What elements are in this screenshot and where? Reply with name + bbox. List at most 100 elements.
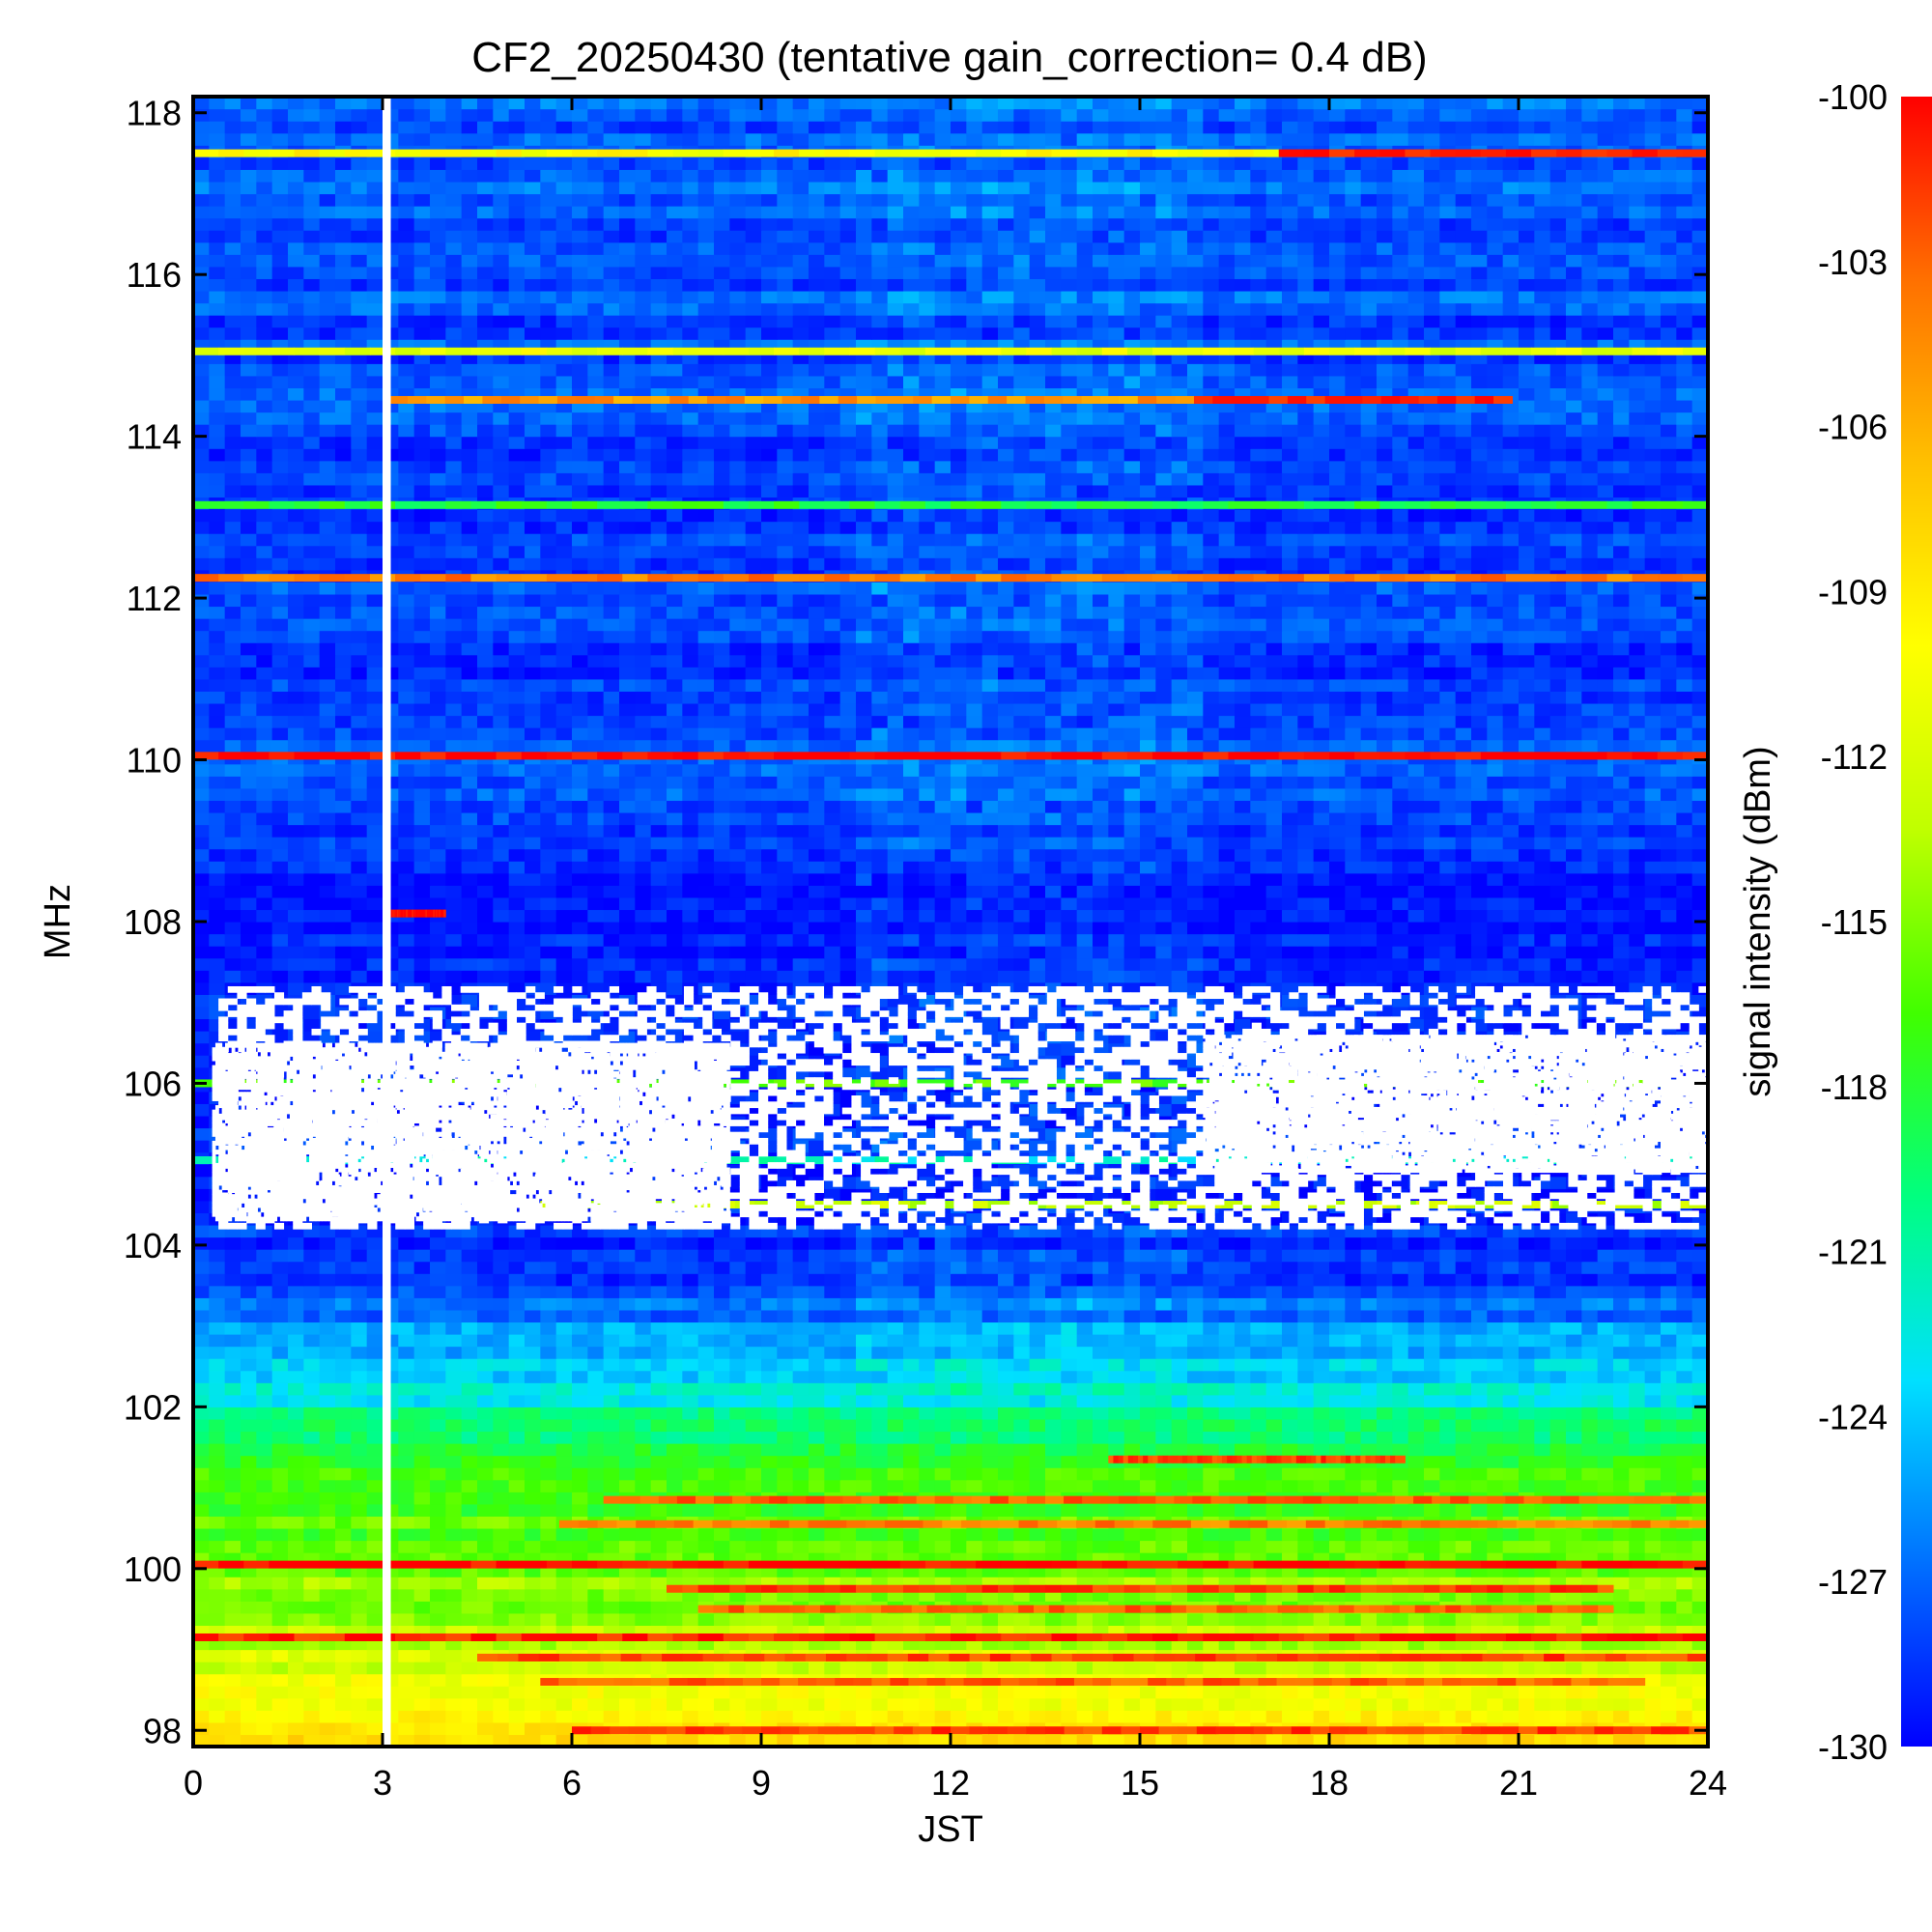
heatmap-cell [714, 1686, 730, 1698]
heatmap-cell [919, 1698, 935, 1711]
heatmap-cell [288, 1710, 304, 1722]
heatmap-cell [525, 1674, 541, 1687]
heatmap-cell [493, 1674, 509, 1687]
heatmap-cell [1613, 1662, 1630, 1674]
heatmap-cell [256, 1650, 272, 1662]
heatmap-cell [367, 1698, 384, 1711]
heatmap-cell [1361, 1710, 1378, 1722]
heatmap-cell [777, 1686, 793, 1698]
heatmap-cell [1250, 1710, 1266, 1722]
heatmap-cell [1534, 1662, 1550, 1674]
heatmap-cell [1361, 1613, 1378, 1626]
heatmap-cell [903, 1613, 920, 1626]
heatmap-cell [698, 1613, 715, 1626]
heatmap-cell [303, 1698, 320, 1711]
heatmap-cell [1297, 1698, 1314, 1711]
heatmap-cell [1534, 1698, 1550, 1711]
heatmap-cell [509, 1577, 526, 1589]
heatmap-cell [1077, 1613, 1094, 1626]
heatmap-cell [635, 1613, 651, 1626]
heatmap-cell [856, 1662, 872, 1674]
heatmap-cell [1503, 1710, 1520, 1722]
heatmap-cell [1629, 1662, 1645, 1674]
heatmap-cell [241, 1601, 257, 1613]
heatmap-cell [935, 1698, 952, 1711]
heatmap-cell [1030, 1698, 1046, 1711]
heatmap-cell [556, 1722, 573, 1735]
heatmap-cell [1361, 1686, 1378, 1698]
heatmap-cell [1456, 1698, 1472, 1711]
heatmap-cell [1645, 1662, 1662, 1674]
heatmap-cell [951, 1613, 967, 1626]
heatmap-cell [540, 1662, 556, 1674]
heatmap-cell [619, 1613, 636, 1626]
heatmap-cell [1487, 1613, 1503, 1626]
heatmap-cell [1424, 1710, 1440, 1722]
heatmap-cell [351, 1662, 367, 1674]
heatmap-cell [572, 1710, 588, 1722]
heatmap-cell [651, 1589, 668, 1602]
heatmap-cell [871, 1662, 888, 1674]
heatmap-cell [1566, 1613, 1582, 1626]
heatmap-cell [1045, 1698, 1062, 1711]
heatmap-cell [288, 1662, 304, 1674]
heatmap-cell [1187, 1686, 1204, 1698]
heatmap-cell [1377, 1698, 1393, 1711]
heatmap-cell [998, 1613, 1014, 1626]
heatmap-cell [682, 1698, 698, 1711]
heatmap-cell [256, 1577, 272, 1589]
heatmap-cell [525, 1613, 541, 1626]
heatmap-cell [572, 1686, 588, 1698]
heatmap-cell [698, 1710, 715, 1722]
heatmap-cell [225, 1662, 242, 1674]
heatmap-cell [303, 1577, 320, 1589]
heatmap-cell [493, 1613, 509, 1626]
heatmap-cell [793, 1662, 810, 1674]
heatmap-cell [1519, 1698, 1535, 1711]
heatmap-cell [398, 1686, 414, 1698]
heatmap-cell [414, 1601, 431, 1613]
heatmap-cell [256, 1589, 272, 1602]
heatmap-cell [272, 1601, 289, 1613]
heatmap-cell [1093, 1710, 1109, 1722]
heatmap-cell [445, 1577, 462, 1589]
heatmap-cell [1566, 1698, 1582, 1711]
heatmap-cell [335, 1722, 352, 1735]
heatmap-cell [241, 1613, 257, 1626]
heatmap-cell [1613, 1710, 1630, 1722]
heatmap-cell [1219, 1662, 1236, 1674]
heatmap-cell [209, 1674, 225, 1687]
heatmap-cell [604, 1589, 620, 1602]
heatmap-cell [1140, 1662, 1156, 1674]
heatmap-cell [225, 1589, 242, 1602]
heatmap-cell [462, 1650, 478, 1662]
heatmap-cell [398, 1662, 414, 1674]
heatmap-cell [1598, 1662, 1614, 1674]
heatmap-cell [414, 1722, 431, 1735]
heatmap-cell [303, 1710, 320, 1722]
heatmap-cell [919, 1686, 935, 1698]
heatmap-cell [477, 1686, 494, 1698]
heatmap-cell [335, 1613, 352, 1626]
heatmap-cell [1377, 1686, 1393, 1698]
heatmap-cell [951, 1662, 967, 1674]
heatmap-cell [288, 1698, 304, 1711]
heatmap-cell [746, 1710, 762, 1722]
heatmap-cell [288, 1613, 304, 1626]
heatmap-cell [667, 1601, 683, 1613]
heatmap-cell [888, 1613, 904, 1626]
heatmap-cell [635, 1577, 651, 1589]
heatmap-cell [1439, 1686, 1456, 1698]
heatmap-cell [1613, 1601, 1630, 1613]
heatmap-cell [241, 1650, 257, 1662]
heatmap-cell [1676, 1662, 1692, 1674]
heatmap-cell [225, 1650, 242, 1662]
heatmap-cell [477, 1698, 494, 1711]
heatmap-cell [272, 1698, 289, 1711]
heatmap-cell [462, 1662, 478, 1674]
heatmap-cell [367, 1577, 384, 1589]
heatmap-cell [351, 1589, 367, 1602]
heatmap-cell [225, 1577, 242, 1589]
heatmap-cell [1108, 1698, 1124, 1711]
heatmap-cell [1045, 1686, 1062, 1698]
